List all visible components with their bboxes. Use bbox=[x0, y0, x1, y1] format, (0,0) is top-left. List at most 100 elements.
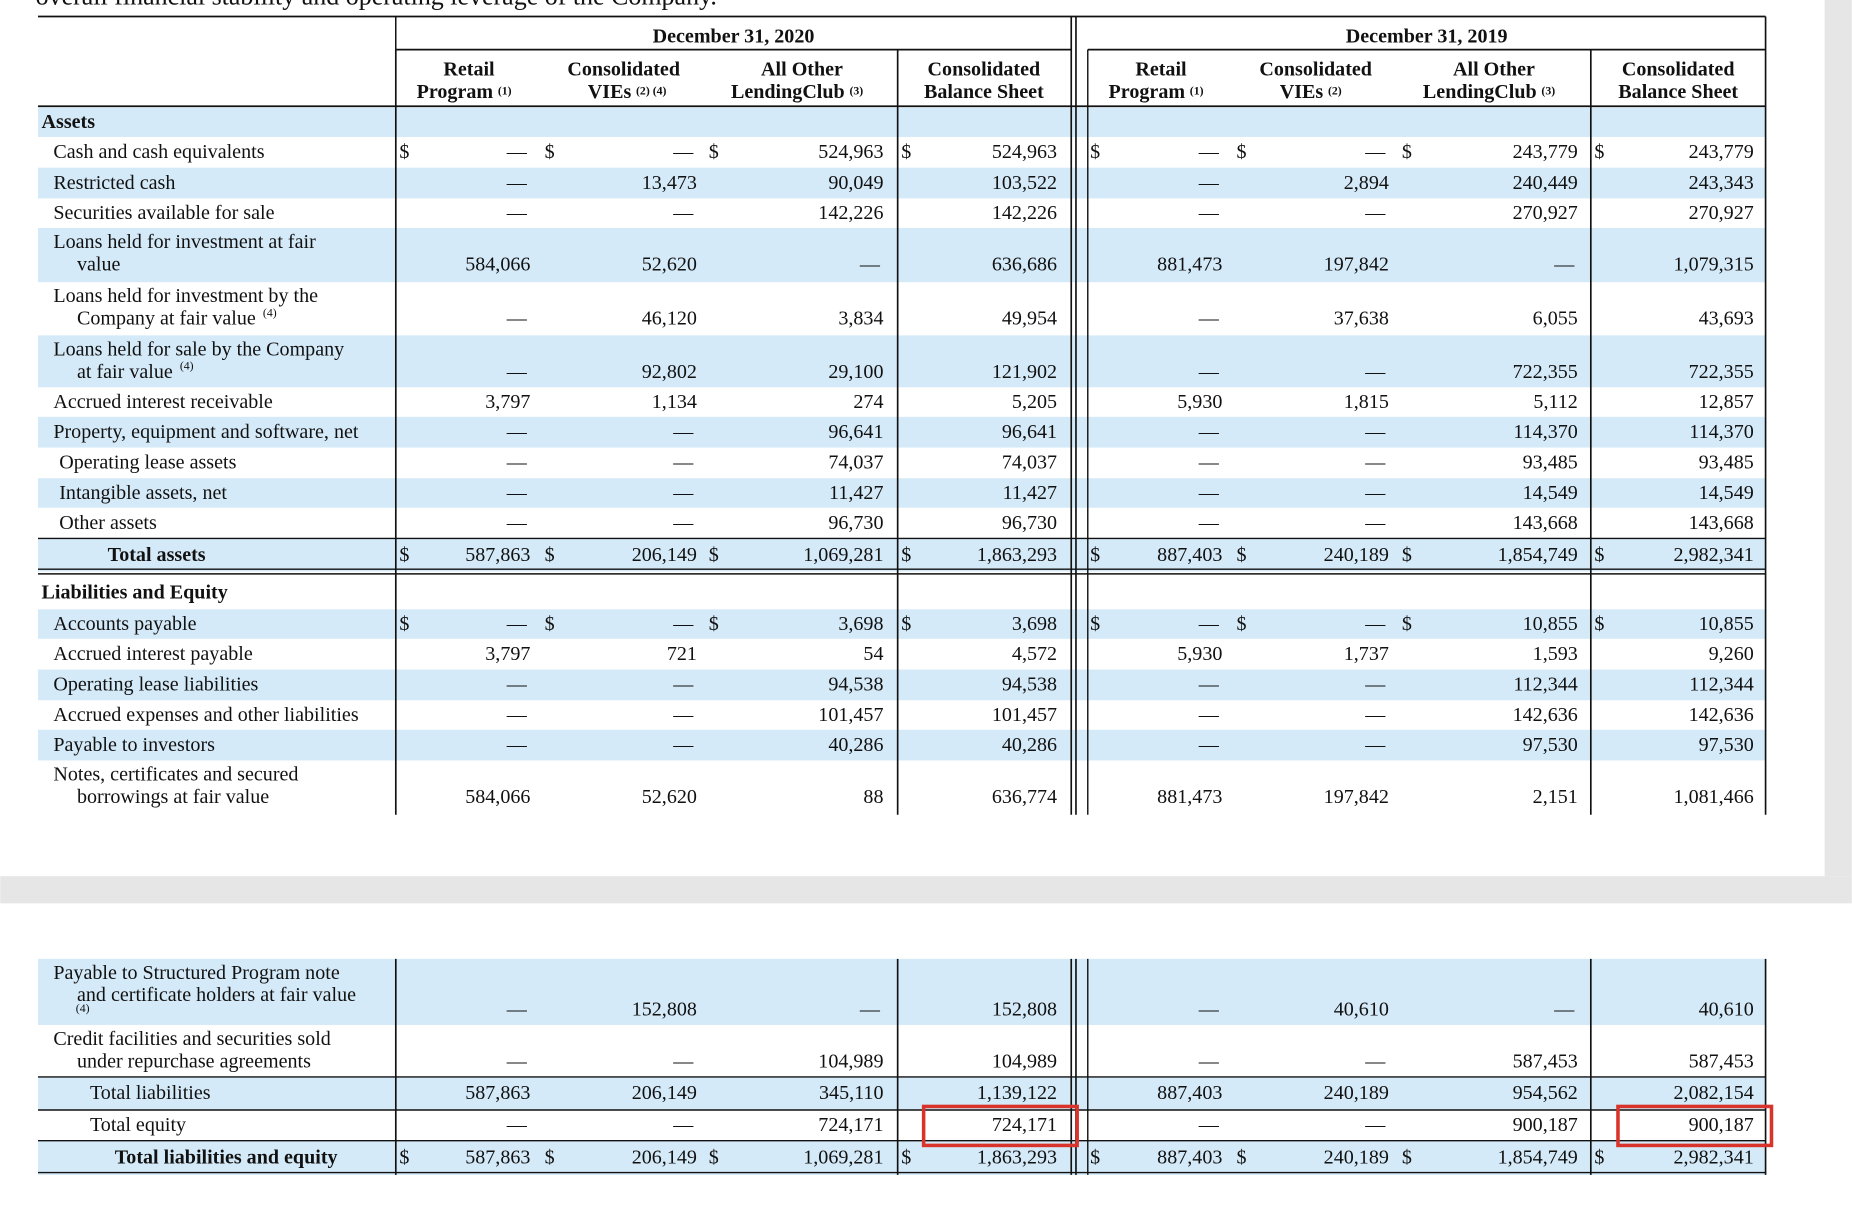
row-label: Securities available for sale bbox=[53, 202, 274, 224]
cell-value: — bbox=[506, 482, 528, 504]
cell-value: 5,930 bbox=[1177, 391, 1222, 413]
cell-value: — bbox=[1364, 734, 1386, 756]
cell-value: 243,779 bbox=[1513, 141, 1578, 163]
column-header: VIEs bbox=[588, 81, 632, 103]
row-band bbox=[38, 958, 1766, 1025]
page-break bbox=[0, 876, 1852, 904]
currency-symbol: $ bbox=[1090, 544, 1100, 566]
cell-value: 900,187 bbox=[1689, 1114, 1754, 1136]
cell-value: 4,572 bbox=[1012, 643, 1057, 665]
cell-value: 143,668 bbox=[1513, 512, 1578, 534]
column-header: Consolidated bbox=[1622, 59, 1735, 81]
cell-value: — bbox=[672, 141, 694, 163]
cell-value: 887,403 bbox=[1157, 1082, 1222, 1104]
row-label: Operating lease liabilities bbox=[53, 674, 258, 696]
cell-value: — bbox=[1364, 421, 1386, 443]
currency-symbol: $ bbox=[399, 544, 409, 566]
row-label: Assets bbox=[42, 111, 96, 133]
cell-value: 3,797 bbox=[485, 643, 530, 665]
cell-value: — bbox=[1553, 253, 1575, 275]
cell-value: 2,982,341 bbox=[1674, 544, 1754, 566]
cell-value: 2,082,154 bbox=[1674, 1082, 1754, 1104]
cell-value: 881,473 bbox=[1157, 786, 1222, 808]
cell-value: — bbox=[672, 482, 694, 504]
cell-value: 3,797 bbox=[485, 391, 530, 413]
cell-value: 3,698 bbox=[1012, 613, 1057, 635]
cell-value: 104,989 bbox=[992, 1050, 1057, 1072]
cell-value: 881,473 bbox=[1157, 253, 1222, 275]
row-label: Total liabilities and equity bbox=[115, 1147, 338, 1169]
cell-value: 900,187 bbox=[1513, 1114, 1578, 1136]
cell-value: — bbox=[672, 1114, 694, 1136]
cell-value: 240,189 bbox=[1324, 1147, 1389, 1169]
cell-value: 142,226 bbox=[992, 202, 1057, 224]
cell-value: 14,549 bbox=[1523, 482, 1578, 504]
column-note: (3) bbox=[1541, 83, 1555, 97]
cell-value: 3,834 bbox=[838, 308, 883, 330]
cell-value: 240,449 bbox=[1513, 172, 1578, 194]
currency-symbol: $ bbox=[1090, 613, 1100, 635]
cell-value: — bbox=[1364, 1050, 1386, 1072]
cell-value: 10,855 bbox=[1523, 613, 1578, 635]
currency-symbol: $ bbox=[709, 613, 719, 635]
cell-value: 5,930 bbox=[1177, 643, 1222, 665]
currency-symbol: $ bbox=[1594, 613, 1604, 635]
row-label: Total liabilities bbox=[90, 1082, 211, 1104]
cell-value: 721 bbox=[667, 643, 697, 665]
column-note: (2) bbox=[1328, 83, 1342, 97]
cell-value: — bbox=[1364, 1114, 1386, 1136]
cell-value: 1,139,122 bbox=[977, 1082, 1057, 1104]
cell-value: — bbox=[506, 1050, 528, 1072]
row-band bbox=[38, 107, 1766, 137]
cell-value: — bbox=[1198, 704, 1220, 726]
cell-value: 636,686 bbox=[992, 253, 1057, 275]
row-label: Total equity bbox=[90, 1114, 186, 1136]
row-band bbox=[38, 478, 1766, 508]
row-label: Payable to Structured Program note bbox=[53, 962, 339, 984]
cell-value: — bbox=[1198, 1114, 1220, 1136]
cell-value: 93,485 bbox=[1699, 452, 1754, 474]
column-header: LendingClub bbox=[731, 81, 845, 103]
cell-value: — bbox=[1364, 452, 1386, 474]
currency-symbol: $ bbox=[901, 544, 911, 566]
row-label: and certificate holders at fair value bbox=[77, 984, 356, 1006]
currency-symbol: $ bbox=[1090, 141, 1100, 163]
cell-value: — bbox=[1198, 512, 1220, 534]
row-label: Company at fair value bbox=[77, 308, 256, 330]
row-label: Loans held for sale by the Company bbox=[53, 338, 344, 360]
currency-symbol: $ bbox=[709, 544, 719, 566]
cell-value: 94,538 bbox=[1002, 674, 1057, 696]
currency-symbol: $ bbox=[545, 613, 555, 635]
cell-value: — bbox=[672, 674, 694, 696]
cell-value: 524,963 bbox=[818, 141, 883, 163]
column-note: (3) bbox=[849, 83, 863, 97]
row-label: value bbox=[77, 253, 121, 275]
currency-symbol: $ bbox=[1237, 613, 1247, 635]
period-header: December 31, 2020 bbox=[653, 26, 815, 48]
cell-value: — bbox=[1364, 674, 1386, 696]
cell-value: 5,112 bbox=[1533, 391, 1577, 413]
cell-value: — bbox=[506, 361, 528, 383]
cell-value: — bbox=[1198, 482, 1220, 504]
cell-value: 101,457 bbox=[818, 704, 883, 726]
currency-symbol: $ bbox=[545, 141, 555, 163]
column-header: Consolidated bbox=[928, 59, 1041, 81]
cell-value: 101,457 bbox=[992, 704, 1057, 726]
cell-value: 52,620 bbox=[642, 253, 697, 275]
cell-value: 114,370 bbox=[1689, 421, 1753, 443]
row-label: Payable to investors bbox=[53, 734, 215, 756]
cell-value: 1,069,281 bbox=[803, 544, 883, 566]
cell-value: 40,286 bbox=[828, 734, 883, 756]
row-band bbox=[38, 538, 1766, 572]
cell-value: 722,355 bbox=[1689, 361, 1754, 383]
cell-value: 274 bbox=[853, 391, 883, 413]
row-label: Property, equipment and software, net bbox=[53, 421, 359, 443]
cell-value: 142,636 bbox=[1689, 704, 1754, 726]
row-note: (4) bbox=[76, 1001, 90, 1015]
cell-value: — bbox=[672, 452, 694, 474]
row-bands bbox=[38, 107, 1766, 1175]
cell-value: 96,641 bbox=[1002, 421, 1057, 443]
row-band bbox=[38, 416, 1766, 448]
cell-value: — bbox=[506, 202, 528, 224]
